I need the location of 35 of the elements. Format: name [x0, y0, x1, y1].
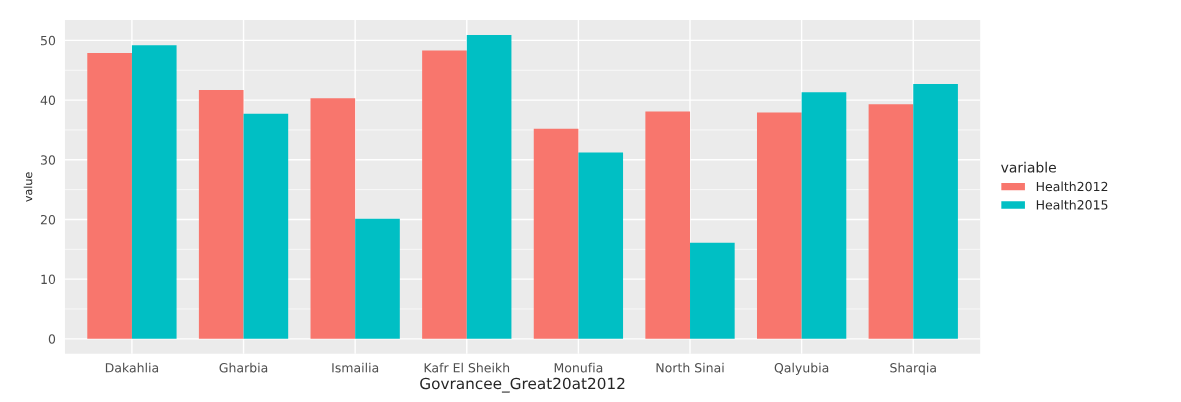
x-tick-label: Monufia	[554, 362, 603, 373]
bar	[466, 35, 512, 339]
x-tick-label: Sharqia	[890, 362, 936, 375]
y-axis-title: value	[23, 172, 33, 202]
x-tick-label: Dakahlia	[105, 362, 159, 373]
x-tick-label: Kafr El Sheikh	[424, 362, 510, 373]
legend-label: Health2015	[1036, 199, 1108, 210]
bar	[355, 218, 400, 339]
bar	[645, 111, 691, 339]
bar	[422, 50, 467, 339]
legend-title: variable	[1001, 161, 1056, 173]
bar	[87, 52, 132, 339]
y-tick-label: 40	[40, 95, 56, 106]
x-tick-label: North Sinai	[656, 362, 724, 373]
y-tick-label: 50	[40, 35, 56, 46]
bar	[131, 45, 177, 339]
bar	[243, 113, 289, 339]
y-tick-label: 0	[48, 334, 56, 344]
bar	[310, 98, 356, 339]
bar	[756, 112, 802, 339]
x-tick-label: Gharbia	[219, 362, 268, 373]
bar	[690, 242, 735, 339]
bar	[868, 104, 914, 339]
bar	[198, 89, 244, 339]
bar	[913, 83, 958, 339]
x-axis-title: Govrancee_Great20at2012	[420, 377, 625, 393]
x-tick-label: Ismailia	[332, 362, 379, 373]
y-tick-label: 20	[40, 214, 56, 225]
y-tick-label: 30	[40, 155, 56, 165]
legend-label: Health2012	[1036, 181, 1108, 192]
bar	[533, 128, 579, 339]
y-tick-label: 10	[41, 274, 56, 285]
x-tick-label: Qalyubia	[774, 362, 829, 375]
bar	[801, 92, 847, 339]
bar	[578, 152, 624, 339]
